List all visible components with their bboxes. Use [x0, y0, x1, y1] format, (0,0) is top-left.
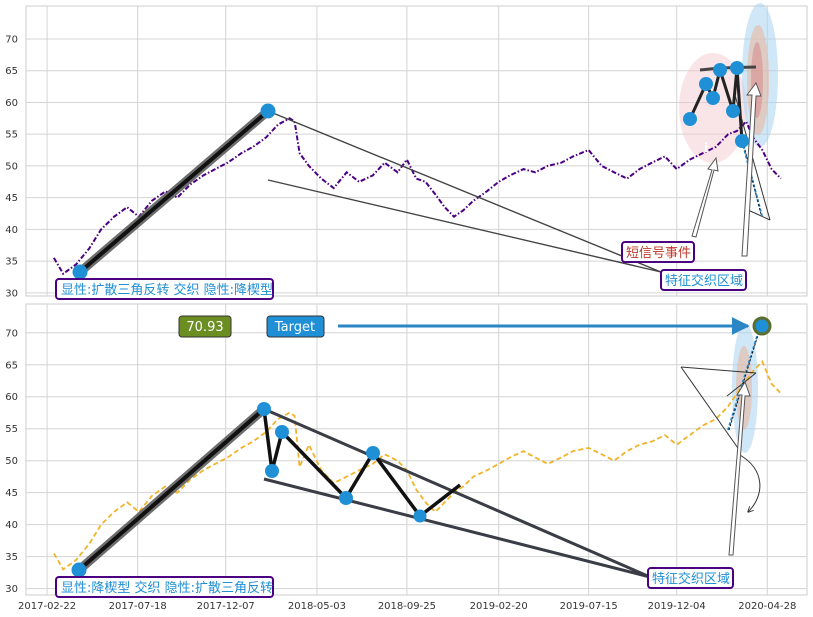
pivot-markers-bottom: [71, 402, 427, 578]
pivot-marker: [735, 134, 749, 148]
pivot-marker: [706, 91, 720, 105]
target-value: 70.93: [186, 320, 223, 335]
y-tick-label: 35: [5, 552, 18, 563]
x-tick-label: 2019-12-04: [648, 601, 706, 612]
y-tick-label: 55: [5, 130, 18, 141]
pivot-markers-top: [72, 61, 749, 280]
pivot-marker: [339, 491, 353, 505]
pivot-marker: [726, 104, 740, 118]
pattern-label-top: 显性:扩散三角反转 交织 隐性:降楔型: [61, 282, 273, 298]
grid-top: [26, 6, 807, 296]
triangle-lower-line-2: [263, 477, 651, 579]
y-tick-label: 60: [5, 392, 18, 403]
forecast-line-top-dark: [742, 141, 762, 215]
region-label-bottom: 特征交织区域: [652, 571, 730, 587]
y-tick-label: 30: [5, 584, 18, 595]
pivot-marker: [730, 61, 744, 75]
y-tick-label: 40: [5, 225, 18, 236]
plot-area-bottom: [25, 303, 808, 596]
pivot-marker: [72, 264, 88, 280]
y-tick-label: 65: [5, 360, 18, 371]
x-tick-label: 2017-07-18: [109, 601, 167, 612]
y-tick-label: 60: [5, 98, 18, 109]
target-label-box: [266, 315, 325, 338]
top-panel: 30 35 40 45 50 55 60 65 70: [5, 3, 808, 300]
event-label: 短信号事件: [626, 246, 691, 261]
x-tick-label: 2019-02-20: [470, 601, 528, 612]
converge-line-b: [680, 366, 741, 452]
highlight-ellipse-pink: [679, 53, 747, 163]
pivot-marker: [683, 112, 697, 126]
pivot-marker: [275, 425, 289, 439]
event-label-box: [621, 241, 695, 263]
x-tick-label: 2017-02-22: [18, 601, 76, 612]
triangle-upper-line: [267, 110, 662, 273]
region-label-top: 特征交织区域: [665, 273, 743, 289]
y-tick-label: 35: [5, 257, 18, 268]
pivot-marker: [71, 562, 87, 578]
trend-segment-core-2: [77, 407, 266, 572]
price-line-yellow: [53, 359, 782, 571]
y-tick-label: 45: [5, 193, 18, 204]
triangle-lower-line: [267, 179, 662, 273]
curved-arrow: [739, 454, 761, 512]
x-ticks-bottom: 2017-02-22 2017-07-18 2017-12-07 2018-05-03…: [18, 601, 796, 612]
region-label-box-top: [660, 269, 747, 291]
target-marker: [752, 316, 772, 336]
grid-bottom: [26, 304, 807, 595]
price-line-purple: [53, 117, 782, 276]
y-tick-label: 55: [5, 424, 18, 435]
x-tick-label: 2019-07-15: [560, 601, 618, 612]
pattern-label-bottom: 显性:降楔型 交织 隐性:扩散三角反转: [61, 580, 273, 596]
y-tick-label: 45: [5, 488, 18, 499]
y-tick-label: 30: [5, 288, 18, 299]
y-tick-label: 70: [5, 34, 18, 45]
x-tick-label: 2020-04-28: [738, 601, 796, 612]
info-marker-text: i: [704, 141, 708, 155]
forecast-line-bottom: [727, 326, 761, 431]
x-tick-label: 2017-12-07: [197, 601, 255, 612]
y-tick-label: 70: [5, 328, 18, 339]
pivot-marker: [713, 63, 727, 77]
region-label-box-bottom: [647, 567, 734, 589]
pivot-marker: [257, 402, 271, 416]
pattern-label-box-top: [55, 278, 274, 300]
pivot-marker: [699, 77, 713, 91]
y-tick-label: 65: [5, 66, 18, 77]
up-arrow-event: [691, 156, 719, 238]
forecast-line-top: [741, 140, 763, 217]
pivot-marker: [260, 103, 276, 119]
triangle-upper-line-2: [263, 407, 651, 579]
x-tick-label: 2018-09-25: [378, 601, 436, 612]
pivot-marker: [413, 509, 427, 523]
wedge-line-b: [747, 209, 771, 221]
pivot-marker: [366, 446, 380, 460]
pattern-label-box-bottom: [55, 576, 274, 598]
target-value-box: [178, 315, 232, 338]
x-tick-label: 2018-05-03: [288, 601, 346, 612]
y-tick-label: 50: [5, 456, 18, 467]
y-ticks-top: 30 35 40 45 50 55 60 65 70: [5, 34, 18, 299]
y-tick-label: 50: [5, 161, 18, 172]
up-arrow-region-2: [728, 380, 751, 556]
forecast-line-bottom-dark: [728, 327, 761, 431]
up-arrow-region: [741, 81, 762, 257]
target-label: Target: [274, 320, 315, 335]
converge-line-a: [680, 366, 757, 374]
y-tick-label: 40: [5, 520, 18, 531]
trend-segment-core: [78, 109, 270, 274]
y-ticks-bottom: 30 35 40 45 50 55 60 65 70: [5, 328, 18, 595]
pivot-marker: [265, 464, 279, 478]
